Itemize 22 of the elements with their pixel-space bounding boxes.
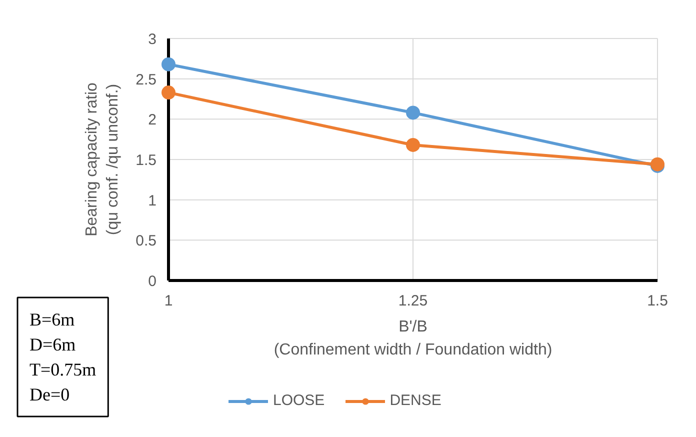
y-tick-label: 2: [148, 112, 156, 129]
y-tick-label: 1: [148, 192, 156, 210]
y-tick-label: 2.5: [136, 71, 157, 88]
x-axis-title: B'/B (Confinement width / Foundation width): [274, 318, 552, 358]
y-axis-title: Bearing capacity ratio (qu conf. /qu unconf.): [83, 82, 122, 236]
text: B=6m: [30, 310, 75, 330]
legend-label: DENSE: [390, 392, 442, 409]
text: D=6m: [30, 334, 76, 354]
legend-label: LOOSE: [273, 392, 325, 409]
y-tick-label: 1.5: [136, 152, 157, 169]
x-tick-label: 1.25: [398, 292, 428, 310]
point: [162, 57, 176, 72]
point: [406, 106, 420, 120]
y-tick-label: 0: [148, 273, 156, 290]
x-tick-label: 1.5: [647, 292, 668, 310]
point: [162, 86, 176, 100]
y-tick-label: 0.5: [136, 232, 157, 250]
text: T=0.75m: [30, 360, 96, 380]
y-tick-label: 3: [148, 31, 156, 48]
point: [406, 138, 420, 152]
x-tick-label: 1: [164, 292, 173, 310]
text: De=0: [30, 384, 70, 404]
